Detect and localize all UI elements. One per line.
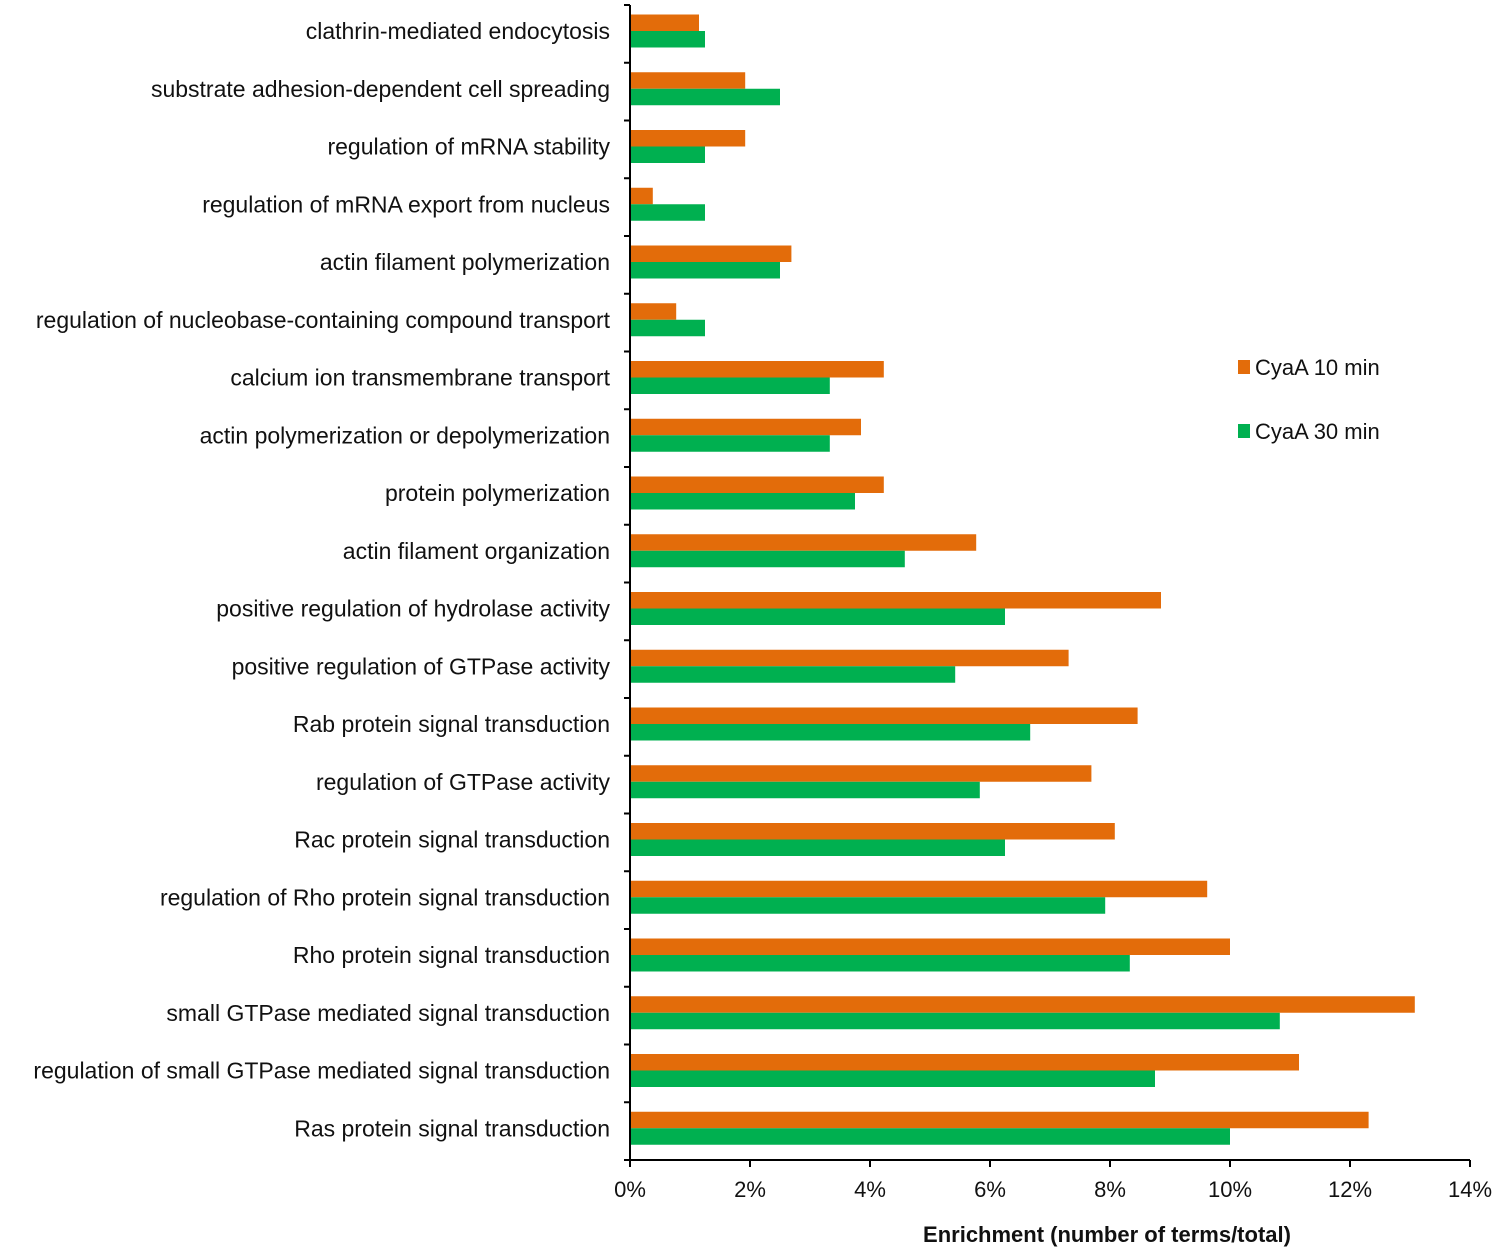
bar-cyaa-10min <box>630 592 1161 609</box>
category-label: Rab protein signal transduction <box>293 711 610 737</box>
category-label: small GTPase mediated signal transductio… <box>166 1000 610 1026</box>
axes-layer <box>624 4 1471 1167</box>
bar-cyaa-10min <box>630 72 746 89</box>
x-tick-label: 10% <box>1208 1177 1252 1202</box>
bar-cyaa-10min <box>630 1054 1299 1071</box>
bar-cyaa-30min <box>630 493 855 510</box>
category-label: Ras protein signal transduction <box>294 1115 610 1141</box>
category-label: substrate adhesion-dependent cell spread… <box>151 76 610 102</box>
bar-cyaa-10min <box>630 476 884 493</box>
bar-cyaa-30min <box>630 1128 1230 1145</box>
bar-cyaa-10min <box>630 1111 1369 1129</box>
bar-cyaa-10min <box>630 880 1208 898</box>
bar-cyaa-10min <box>630 187 653 205</box>
bar-cyaa-30min <box>630 262 780 279</box>
category-label: regulation of mRNA export from nucleus <box>202 191 610 217</box>
bar-cyaa-10min <box>630 707 1138 724</box>
bar-cyaa-10min <box>630 534 977 551</box>
bars-layer <box>630 14 1415 1145</box>
bar-cyaa-30min <box>630 146 705 163</box>
legend-label-cyaa-10min: CyaA 10 min <box>1255 355 1380 380</box>
bar-cyaa-30min <box>630 319 705 337</box>
category-label: regulation of GTPase activity <box>316 769 611 795</box>
x-axis-label: Enrichment (number of terms/total) <box>923 1222 1291 1247</box>
bar-cyaa-30min <box>630 435 830 452</box>
bar-cyaa-30min <box>630 955 1130 972</box>
legend: CyaA 10 min CyaA 30 min <box>1238 355 1380 444</box>
category-label: actin filament polymerization <box>320 249 610 275</box>
bar-cyaa-10min <box>630 996 1415 1013</box>
bar-cyaa-10min <box>630 823 1115 840</box>
legend-swatch-cyaa-30min <box>1238 424 1250 438</box>
category-label: positive regulation of hydrolase activit… <box>216 596 610 622</box>
legend-label-cyaa-30min: CyaA 30 min <box>1255 419 1380 444</box>
bar-cyaa-30min <box>630 839 1005 856</box>
category-label: regulation of small GTPase mediated sign… <box>33 1058 610 1084</box>
bar-cyaa-30min <box>630 1070 1155 1087</box>
bar-cyaa-30min <box>630 666 956 683</box>
bar-cyaa-10min <box>630 649 1069 667</box>
bar-cyaa-10min <box>630 938 1230 955</box>
bar-cyaa-10min <box>630 765 1092 782</box>
x-tick-label: 12% <box>1328 1177 1372 1202</box>
bar-cyaa-30min <box>630 31 705 48</box>
x-tick-labels: 0% 2% 4% 6% 8% 10% 12% 14% <box>614 1177 1492 1202</box>
category-label: positive regulation of GTPase activity <box>232 653 611 679</box>
bar-cyaa-10min <box>630 245 792 262</box>
legend-swatch-cyaa-10min <box>1238 360 1250 374</box>
bar-cyaa-10min <box>630 130 746 147</box>
category-label: calcium ion transmembrane transport <box>230 365 610 391</box>
x-tick-label: 4% <box>854 1177 886 1202</box>
bar-cyaa-30min <box>630 88 780 106</box>
category-label: regulation of Rho protein signal transdu… <box>160 884 610 910</box>
category-label: regulation of nucleobase-containing comp… <box>36 307 611 333</box>
bar-cyaa-10min <box>630 303 677 320</box>
category-label: actin filament organization <box>343 538 610 564</box>
bar-cyaa-10min <box>630 361 884 378</box>
x-tick-label: 2% <box>734 1177 766 1202</box>
category-label: actin polymerization or depolymerization <box>200 422 610 448</box>
category-label: regulation of mRNA stability <box>327 134 610 160</box>
bar-cyaa-30min <box>630 550 905 568</box>
bar-cyaa-30min <box>630 781 980 799</box>
bar-cyaa-30min <box>630 377 830 394</box>
category-label: clathrin-mediated endocytosis <box>306 18 610 44</box>
category-labels: clathrin-mediated endocytosis substrate a… <box>33 18 610 1141</box>
x-tick-label: 8% <box>1094 1177 1126 1202</box>
category-label: Rho protein signal transduction <box>293 942 610 968</box>
bar-cyaa-30min <box>630 608 1005 625</box>
category-label: protein polymerization <box>385 480 610 506</box>
bar-cyaa-30min <box>630 724 1031 741</box>
x-tick-label: 14% <box>1448 1177 1492 1202</box>
bar-cyaa-30min <box>630 897 1106 914</box>
bar-cyaa-10min <box>630 14 699 31</box>
bar-cyaa-10min <box>630 418 861 436</box>
bar-cyaa-30min <box>630 1012 1280 1030</box>
bar-cyaa-30min <box>630 204 705 221</box>
x-tick-label: 6% <box>974 1177 1006 1202</box>
x-tick-label: 0% <box>614 1177 646 1202</box>
category-label: Rac protein signal transduction <box>294 827 610 853</box>
